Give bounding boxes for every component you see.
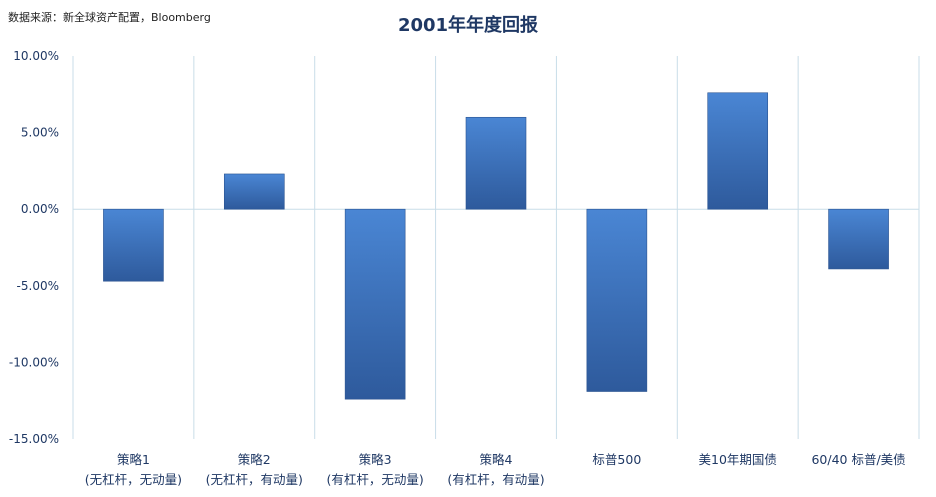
x-category-label: 策略1	[117, 452, 150, 467]
y-tick-label: -10.00%	[9, 355, 59, 369]
x-category-label: 策略2	[238, 452, 271, 467]
x-category-label: (有杠杆，无动量)	[327, 472, 424, 487]
bar	[465, 116, 527, 210]
x-category-label: 美10年期国债	[699, 452, 777, 467]
x-axis-labels: 策略1 (无杠杆，无动量) 策略2 (无杠杆，有动量) 策略3 (有杠杆，无动量) 策略4 (…	[85, 452, 906, 487]
y-axis: 10.00% 5.00% 0.00% -5.00% -10.00% -15.00%	[9, 49, 59, 446]
y-tick-label: 0.00%	[21, 202, 59, 216]
x-category-label: 策略3	[359, 452, 392, 467]
x-category-label: (无杠杆，有动量)	[206, 472, 303, 487]
y-tick-label: -5.00%	[17, 279, 59, 293]
bar	[586, 208, 648, 392]
y-tick-label: 5.00%	[21, 126, 59, 140]
x-category-label: 策略4	[480, 452, 513, 467]
bar	[828, 208, 889, 270]
chart-title: 2001年年度回报	[398, 14, 538, 36]
bar	[707, 92, 769, 210]
x-category-label: 60/40 标普/美债	[811, 452, 905, 467]
bar	[103, 208, 164, 282]
y-tick-label: 10.00%	[13, 49, 59, 63]
grid	[72, 56, 920, 439]
bars	[103, 92, 889, 400]
bar	[223, 173, 285, 210]
x-category-label: (有杠杆，有动量)	[447, 472, 544, 487]
x-category-label: (无杠杆，无动量)	[85, 472, 182, 487]
x-category-label: 标普500	[592, 452, 641, 467]
bar	[344, 208, 406, 400]
source-note: 数据来源：新全球资产配置，Bloomberg	[8, 10, 211, 24]
y-tick-label: -15.00%	[9, 432, 59, 446]
